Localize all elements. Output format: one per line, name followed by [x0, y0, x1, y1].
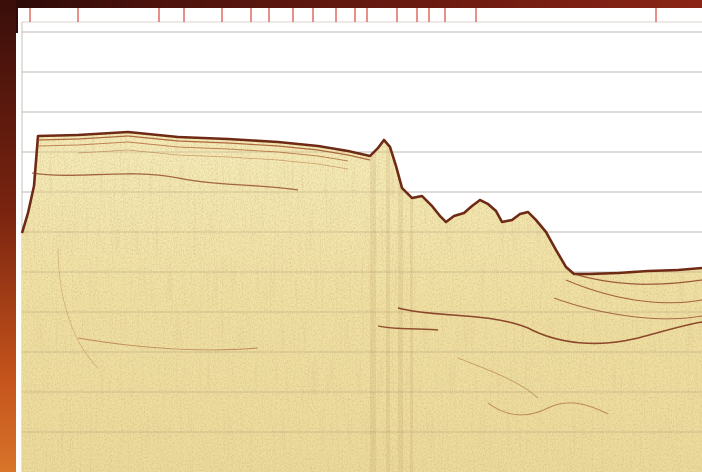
sediment-streaks: [22, 132, 702, 472]
subsurface-reflector-upper: [31, 172, 299, 191]
seismic-section-canvas: [20, 8, 702, 472]
vertical-noise-band-1: [370, 148, 376, 472]
seafloor-reflector: [20, 130, 702, 276]
deep-reflector-main: [397, 307, 702, 345]
deep-reflector-bottom: [487, 402, 609, 416]
reflector-layers: [20, 130, 702, 416]
basin-reflector-3: [553, 297, 702, 320]
shallow-reflector-2: [37, 141, 349, 162]
sediment-texture: [22, 132, 702, 472]
shallow-reflector-3: [77, 149, 349, 170]
top-marker-ticks: [22, 8, 702, 23]
basin-reflector-1: [573, 273, 702, 285]
seismic-section-plot: [18, 8, 702, 472]
diffraction-arc-left: [57, 247, 99, 369]
left-border-strip: [0, 0, 16, 472]
diffraction-arc-right: [457, 357, 539, 399]
vertical-noise-band-3: [398, 148, 403, 472]
shallow-reflector-1: [37, 135, 371, 161]
sediment-body: [22, 132, 702, 472]
basin-reflector-2: [565, 279, 702, 304]
vertical-noise-band-2: [386, 148, 390, 472]
deep-reflector-short: [377, 325, 439, 331]
deep-reflector-left: [77, 337, 259, 351]
